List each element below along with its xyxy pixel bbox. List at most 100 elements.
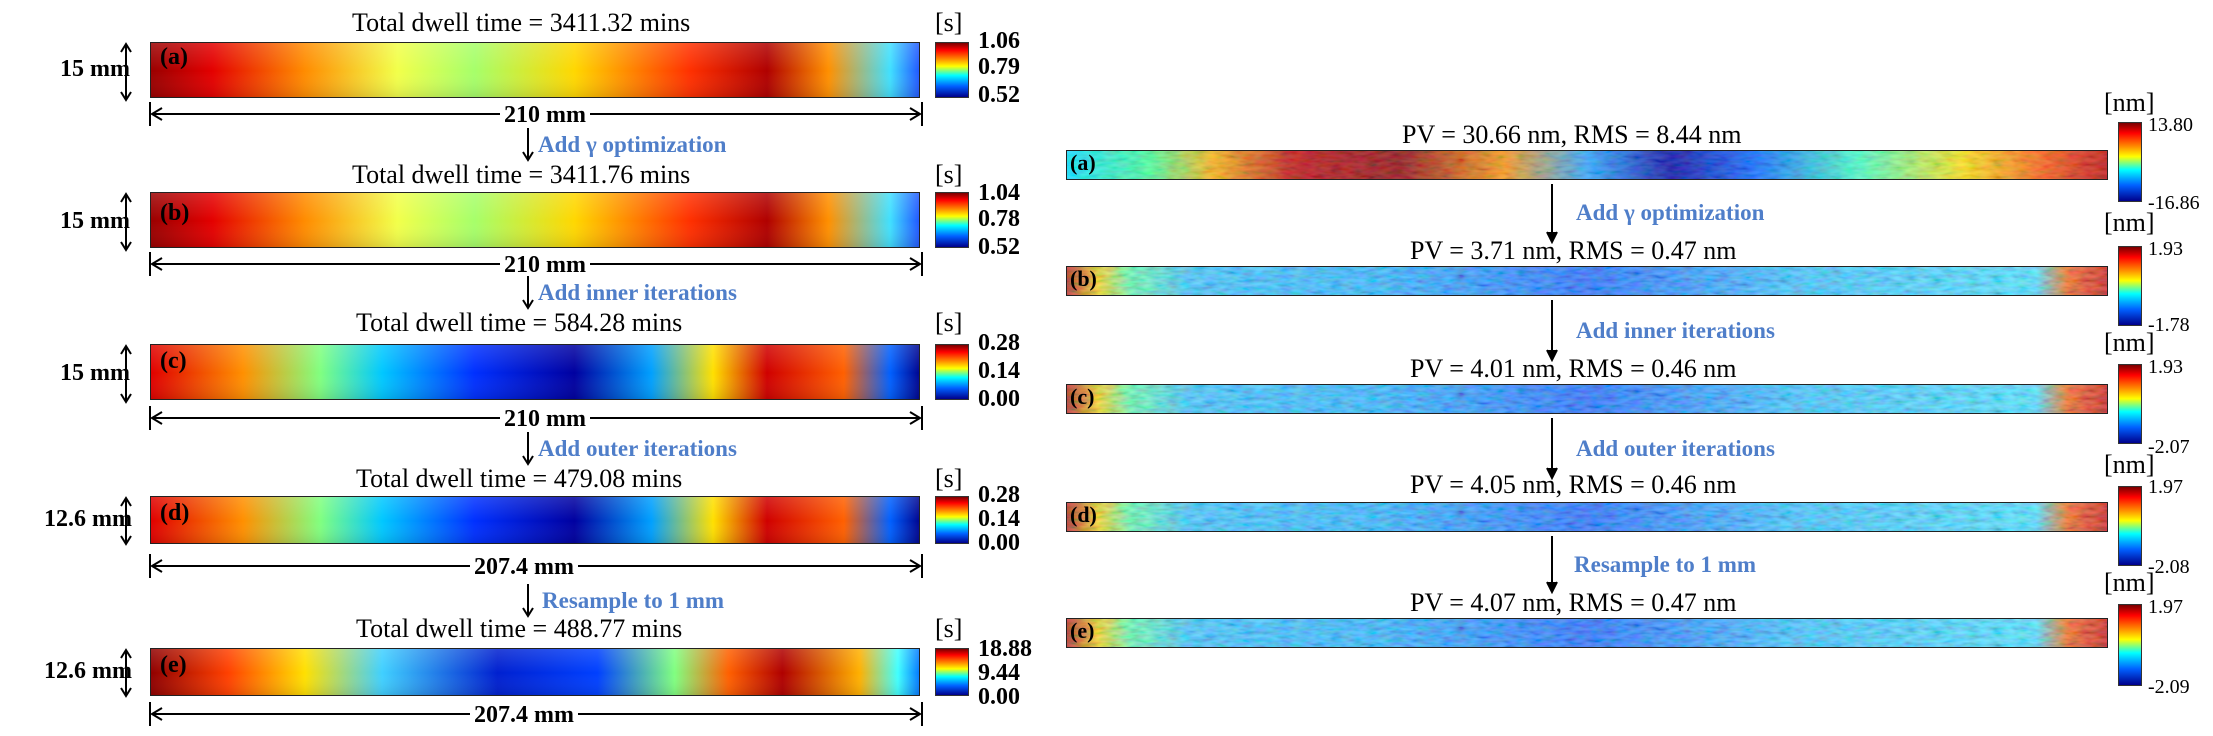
right-step-4-label: Resample to 1 mm <box>1574 552 1757 577</box>
left-panel-a-dwell-map <box>150 42 920 98</box>
right-panel-b-tick-min: -1.78 <box>2148 314 2190 336</box>
left-panel-d-dwell-map <box>150 496 920 544</box>
left-panel-c-tick-max: 0.28 <box>978 330 1020 356</box>
right-panel-e-tick-max: 1.97 <box>2148 596 2183 618</box>
left-step-2-label: Add inner iterations <box>538 280 737 305</box>
left-panel-d-width-label: 207.4 mm <box>470 554 578 581</box>
right-panel-b-tick-max: 1.93 <box>2148 238 2183 260</box>
left-panel-a-tick-min: 0.52 <box>978 82 1020 108</box>
left-panel-a-colorbar <box>935 42 969 98</box>
left-panel-b-height-label: 15 mm <box>60 208 130 234</box>
left-step-2-arrow <box>522 276 534 310</box>
right-panel-a-title: PV = 30.66 nm, RMS = 8.44 nm <box>1402 120 1742 149</box>
left-panel-e-colorbar <box>935 648 969 696</box>
left-panel-b-label: (b) <box>160 200 190 226</box>
right-step-1-label: Add γ optimization <box>1576 200 1765 225</box>
left-panel-b-dwell-map <box>150 192 920 248</box>
left-panel-d-height-label: 12.6 mm <box>44 506 132 532</box>
right-panel-d-residual-map <box>1066 502 2108 532</box>
left-panel-e-unit: [s] <box>935 614 963 643</box>
right-panel-d-tick-max: 1.97 <box>2148 476 2183 498</box>
right-panel-a-tick-max: 13.80 <box>2148 114 2193 136</box>
left-panel-b-width-label: 210 mm <box>500 252 590 279</box>
right-panel-c-tick-max: 1.93 <box>2148 356 2183 378</box>
right-step-2-label: Add inner iterations <box>1576 318 1775 343</box>
left-panel-b-unit: [s] <box>935 160 963 189</box>
left-panel-c-tick-min: 0.00 <box>978 386 1020 412</box>
right-step-4-arrow <box>1546 536 1558 594</box>
right-panel-c-label: (c) <box>1070 384 1095 409</box>
left-panel-a-height-arrow <box>120 42 132 102</box>
right-panel-e-unit: [nm] <box>2104 568 2155 597</box>
left-step-4-label: Resample to 1 mm <box>542 588 725 613</box>
right-panel-b-label: (b) <box>1070 266 1097 291</box>
left-panel-b-tick-min: 0.52 <box>978 234 1020 260</box>
left-panel-c-colorbar <box>935 344 969 400</box>
right-panel-b-colorbar <box>2118 246 2142 326</box>
right-panel-b-unit: [nm] <box>2104 208 2155 237</box>
right-panel-a-label: (a) <box>1070 150 1096 175</box>
right-panel-e-title: PV = 4.07 nm, RMS = 0.47 nm <box>1410 588 1737 617</box>
left-panel-e-tick-min: 0.00 <box>978 684 1020 710</box>
right-panel-c-residual-map <box>1066 384 2108 414</box>
left-step-4-arrow <box>522 584 534 618</box>
left-panel-a-tick-max: 1.06 <box>978 28 1020 54</box>
left-panel-c-height-arrow <box>120 344 132 404</box>
left-step-3-label: Add outer iterations <box>538 436 737 461</box>
left-panel-d-tick-min: 0.00 <box>978 530 1020 556</box>
right-panel-a-tick-min: -16.86 <box>2148 192 2200 214</box>
right-panel-e-tick-min: -2.09 <box>2148 676 2190 698</box>
left-panel-c-height-label: 15 mm <box>60 360 130 386</box>
right-panel-a-residual-map <box>1066 150 2108 180</box>
right-panel-c-tick-min: -2.07 <box>2148 436 2190 458</box>
left-panel-b-colorbar <box>935 192 969 248</box>
left-panel-b-tick-mid: 0.78 <box>978 206 1020 232</box>
right-panel-d-label: (d) <box>1070 502 1097 527</box>
left-panel-b-title: Total dwell time = 3411.76 mins <box>352 160 691 189</box>
left-step-1-arrow <box>522 128 534 162</box>
right-panel-b-residual-map <box>1066 266 2108 296</box>
left-panel-d-tick-max: 0.28 <box>978 482 1020 508</box>
left-panel-d-tick-mid: 0.14 <box>978 506 1020 532</box>
left-panel-d-colorbar <box>935 496 969 544</box>
left-panel-e-tick-max: 18.88 <box>978 636 1032 662</box>
left-panel-c-label: (c) <box>160 348 187 374</box>
left-panel-b-height-arrow <box>120 192 132 252</box>
left-step-1-label: Add γ optimization <box>538 132 727 157</box>
left-panel-e-height-label: 12.6 mm <box>44 658 132 684</box>
right-panel-a-colorbar <box>2118 122 2142 202</box>
right-panel-e-colorbar <box>2118 604 2142 686</box>
right-step-3-arrow <box>1546 418 1558 480</box>
left-panel-d-unit: [s] <box>935 464 963 493</box>
right-step-3-label: Add outer iterations <box>1576 436 1775 461</box>
left-panel-d-height-arrow <box>120 496 132 546</box>
left-panel-a-label: (a) <box>160 44 188 70</box>
left-panel-e-dwell-map <box>150 648 920 696</box>
right-panel-c-unit: [nm] <box>2104 328 2155 357</box>
right-panel-d-unit: [nm] <box>2104 450 2155 479</box>
left-panel-c-tick-mid: 0.14 <box>978 358 1020 384</box>
left-panel-c-dwell-map <box>150 344 920 400</box>
right-panel-e-label: (e) <box>1070 618 1095 643</box>
left-panel-b-tick-max: 1.04 <box>978 180 1020 206</box>
left-panel-d-label: (d) <box>160 500 190 526</box>
left-panel-c-title: Total dwell time = 584.28 mins <box>356 308 683 337</box>
left-panel-a-unit: [s] <box>935 8 963 37</box>
right-panel-e-residual-map <box>1066 618 2108 648</box>
right-panel-d-tick-min: -2.08 <box>2148 556 2190 578</box>
left-panel-a-tick-mid: 0.79 <box>978 54 1020 80</box>
left-panel-e-tick-mid: 9.44 <box>978 660 1020 686</box>
left-panel-e-width-label: 207.4 mm <box>470 702 578 729</box>
right-panel-c-colorbar <box>2118 364 2142 444</box>
right-panel-a-unit: [nm] <box>2104 88 2155 117</box>
right-panel-d-colorbar <box>2118 486 2142 566</box>
left-panel-c-width-label: 210 mm <box>500 406 590 433</box>
left-step-3-arrow <box>522 432 534 466</box>
left-panel-d-title: Total dwell time = 479.08 mins <box>356 464 683 493</box>
right-panel-d-title: PV = 4.05 nm, RMS = 0.46 nm <box>1410 470 1737 499</box>
right-panel-b-title: PV = 3.71 nm, RMS = 0.47 nm <box>1410 236 1737 265</box>
left-panel-e-height-arrow <box>120 648 132 698</box>
right-panel-c-title: PV = 4.01 nm, RMS = 0.46 nm <box>1410 354 1737 383</box>
left-panel-e-label: (e) <box>160 652 187 678</box>
right-step-1-arrow <box>1546 184 1558 244</box>
